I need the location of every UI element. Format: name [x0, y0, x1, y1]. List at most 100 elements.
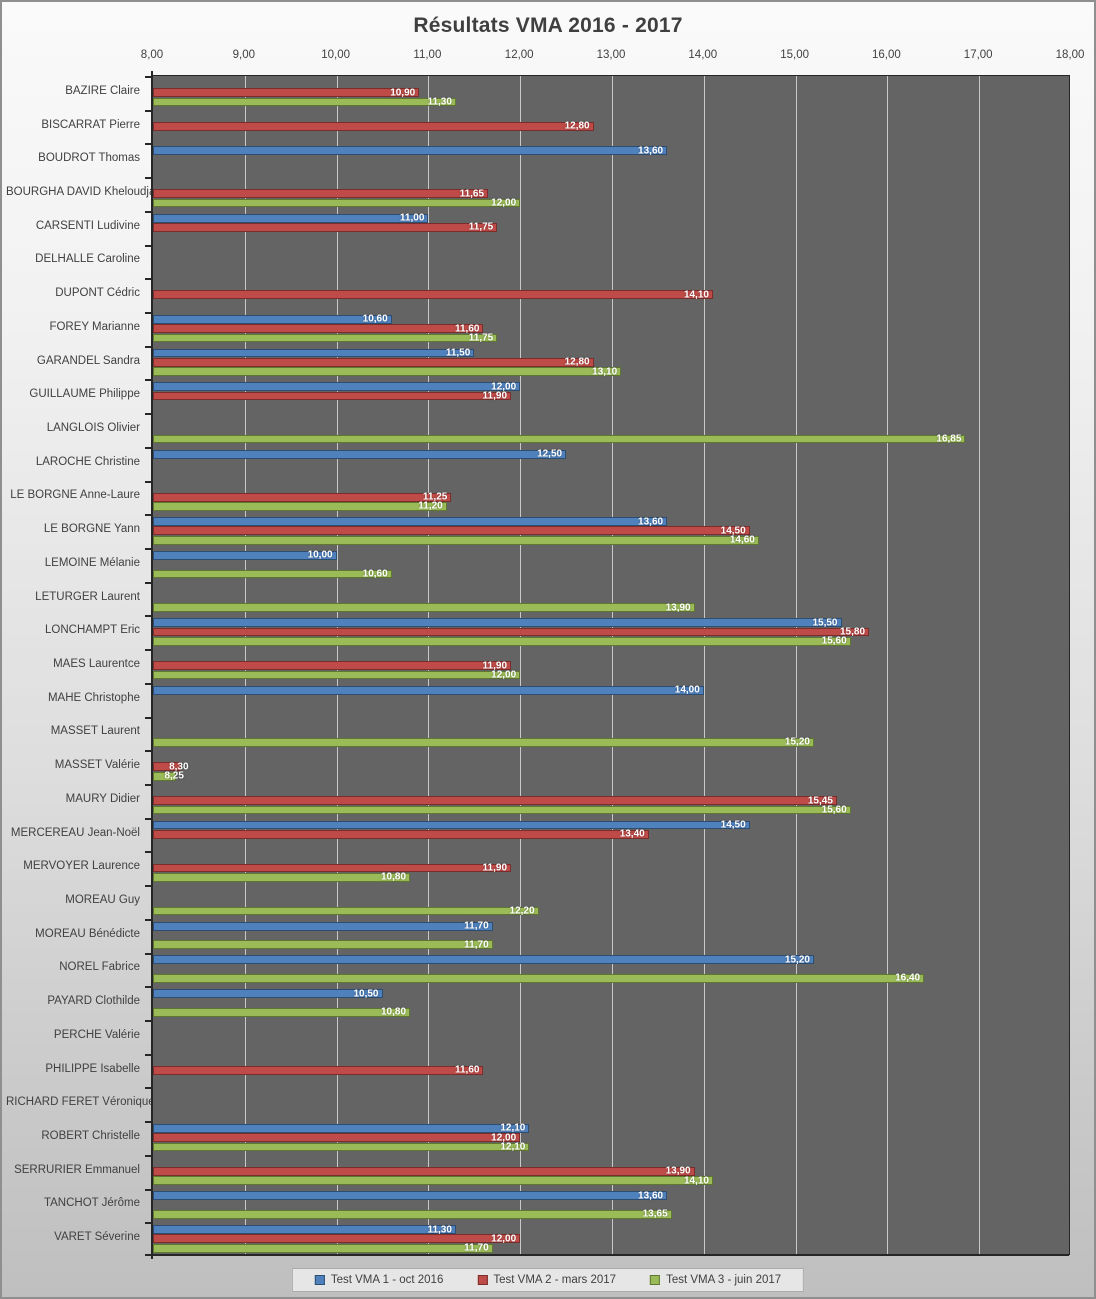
x-axis-tick-label: 10,00 [321, 49, 350, 61]
data-label: 13,10 [592, 366, 618, 378]
category-label: SERRURIER Emmanuel [14, 1163, 140, 1176]
category-label: FOREY Marianne [49, 320, 140, 333]
bar-series-2: 11,65 [153, 188, 489, 199]
data-label: 15,20 [784, 736, 810, 748]
legend-swatch [650, 1275, 661, 1285]
category-label: DUPONT Cédric [55, 287, 140, 300]
bar-series-3: 12,20 [153, 906, 539, 917]
category-tick [145, 918, 151, 921]
category-label: MOREAU Guy [65, 894, 140, 906]
data-label: 11,25 [422, 491, 448, 503]
data-label: 13,90 [665, 602, 691, 614]
category-tick [145, 177, 151, 180]
data-label: 8,30 [169, 761, 189, 773]
bar-series-2: 10,90 [153, 87, 420, 98]
category-label: MERVOYER Laurence [23, 860, 140, 873]
data-label: 10,50 [353, 988, 379, 1000]
data-label: 14,60 [729, 534, 755, 546]
data-label: 14,10 [683, 1175, 709, 1187]
category-label: MAHE Christophe [47, 691, 140, 704]
category-tick [145, 514, 151, 517]
gridline [887, 76, 889, 1254]
data-label: 12,80 [564, 356, 590, 368]
category-tick [145, 784, 151, 786]
bar-series-2: 12,00 [153, 1233, 521, 1244]
category-tick [145, 1222, 151, 1225]
data-label: 11,75 [468, 332, 494, 344]
category-label: VARET Séverine [54, 1231, 140, 1244]
data-label: 11,90 [482, 390, 508, 402]
legend-label: Test VMA 3 - juin 2017 [666, 1274, 782, 1286]
category-tick [145, 76, 151, 78]
bar-series-1: 14,00 [153, 685, 704, 696]
category-label: MAURY Didier [65, 792, 140, 805]
x-axis-tick-label: 15,00 [780, 49, 809, 61]
data-label: 10,60 [362, 313, 388, 325]
category-label: DELHALLE Caroline [35, 253, 140, 266]
data-label: 11,90 [482, 660, 508, 672]
category-label: MOREAU Bénédicte [35, 927, 140, 940]
data-label: 12,10 [500, 1122, 526, 1134]
category-label: BAZIRE Claire [65, 84, 140, 97]
bar-series-2: 11,60 [153, 1065, 484, 1076]
bar-series-1: 11,30 [153, 1224, 456, 1236]
bar-series-3: 12,00 [153, 197, 521, 209]
gridline [520, 76, 522, 1254]
category-tick [145, 1087, 151, 1090]
bar-series-1: 15,50 [153, 617, 842, 628]
category-label: PAYARD Clothilde [47, 995, 140, 1008]
gridline [703, 76, 705, 1254]
bar-series-2: 11,75 [153, 222, 498, 233]
y-axis-category-labels: BAZIRE Claire BISCARRAT Pierre BOUDROT Tho… [6, 75, 155, 1255]
bar-series-2: 12,00 [153, 1132, 521, 1144]
category-label: NOREL Fabrice [59, 961, 140, 974]
bar-series-2: 14,50 [153, 525, 750, 536]
category-label: LETURGER Laurent [35, 590, 140, 603]
bar-series-1: 12,10 [153, 1122, 530, 1134]
category-tick [145, 615, 151, 618]
data-label: 11,30 [427, 1224, 452, 1236]
bar-series-1: 13,60 [153, 1190, 668, 1201]
bar-series-1: 10,60 [153, 313, 392, 325]
data-label: 11,70 [464, 1242, 489, 1254]
data-label: 8,25 [164, 770, 184, 782]
category-tick [145, 817, 151, 820]
category-tick [145, 1254, 151, 1256]
data-label: 14,50 [720, 819, 746, 831]
data-label: 12,00 [491, 197, 517, 209]
bar-series-1: 12,50 [153, 449, 567, 460]
x-axis-line [147, 1254, 1069, 1256]
data-label: 12,00 [491, 1132, 517, 1144]
category-tick [145, 210, 151, 213]
gridline [979, 76, 981, 1254]
data-label: 15,20 [784, 954, 810, 966]
category-label: BISCARRAT Pierre [41, 118, 140, 131]
bar-series-3: 10,80 [153, 1007, 411, 1018]
x-axis-tick-label: 14,00 [688, 49, 718, 61]
category-tick [145, 986, 151, 989]
data-label: 13,40 [619, 828, 645, 840]
category-label: LEMOINE Mélanie [44, 556, 140, 569]
data-label: 15,60 [821, 804, 847, 816]
data-label: 12,80 [564, 120, 590, 132]
category-label: MERCEREAU Jean-Noël [10, 826, 140, 839]
data-label: 13,60 [638, 145, 664, 157]
legend-swatch [314, 1275, 325, 1285]
category-label: ROBERT Christelle [41, 1130, 140, 1142]
category-tick [145, 312, 151, 314]
bar-series-1: 10,50 [153, 988, 383, 1000]
category-tick [145, 682, 151, 685]
bar-series-3: 13,65 [153, 1209, 672, 1220]
data-label: 15,45 [807, 795, 833, 807]
bar-series-3: 12,00 [153, 669, 521, 681]
bar-series-2: 15,45 [153, 795, 837, 807]
data-label: 11,50 [445, 347, 471, 359]
category-label: LE BORGNE Yann [43, 523, 140, 536]
category-label: TANCHOT Jérôme [43, 1197, 140, 1210]
bar-series-1: 11,00 [153, 213, 429, 224]
data-label: 12,00 [491, 669, 517, 681]
bar-series-1: 13,60 [153, 516, 668, 527]
data-label: 13,90 [665, 1165, 691, 1177]
bar-series-3: 11,20 [153, 501, 447, 512]
